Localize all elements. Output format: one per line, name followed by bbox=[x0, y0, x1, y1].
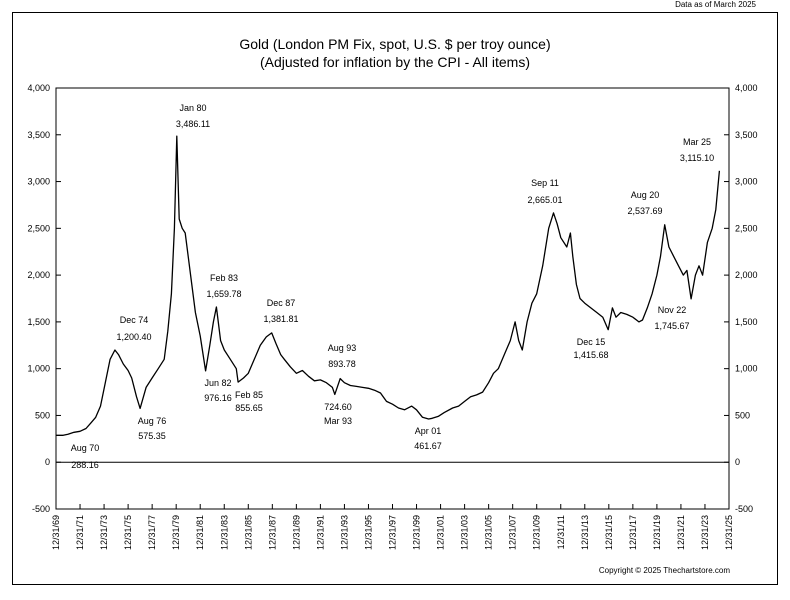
y-tick-label-right: 3,000 bbox=[735, 177, 758, 187]
x-tick-label: 12/31/73 bbox=[99, 515, 109, 550]
y-tick-label-right: 2,500 bbox=[735, 223, 758, 233]
x-tick-label: 12/31/79 bbox=[171, 515, 181, 550]
x-tick-label: 12/31/85 bbox=[243, 515, 253, 550]
annotation-date: Jan 80 bbox=[179, 103, 206, 113]
annotation-value: 976.16 bbox=[204, 393, 232, 403]
annotation-date: Feb 85 bbox=[235, 390, 263, 400]
x-tick-label: 12/31/91 bbox=[315, 515, 325, 550]
x-tick-label: 12/31/17 bbox=[628, 515, 638, 550]
annotation-date: Dec 74 bbox=[120, 315, 149, 325]
annotation-value: 1,659.78 bbox=[206, 289, 241, 299]
y-tick-label-left: 0 bbox=[45, 457, 50, 467]
annotation-date: Aug 76 bbox=[138, 416, 167, 426]
x-tick-label: 12/31/07 bbox=[508, 515, 518, 550]
x-tick-label: 12/31/09 bbox=[532, 515, 542, 550]
annotation-value: 288.16 bbox=[71, 460, 99, 470]
annotation-value: 1,381.81 bbox=[263, 314, 298, 324]
y-tick-label-left: 2,500 bbox=[27, 223, 50, 233]
annotation-date: Dec 15 bbox=[577, 337, 606, 347]
chart-axes: -500 -500 0 0 500 500 1,000 1,000 1,500 1,500 2,00… bbox=[27, 83, 757, 550]
x-tick-label: 12/31/25 bbox=[724, 515, 734, 550]
x-tick-label: 12/31/05 bbox=[484, 515, 494, 550]
y-tick-label-left: 3,500 bbox=[27, 130, 50, 140]
x-tick-label: 12/31/75 bbox=[123, 515, 133, 550]
annotation-value: 2,537.69 bbox=[627, 206, 662, 216]
annotation-value: 3,115.10 bbox=[680, 153, 714, 163]
annotation-value: 1,200.40 bbox=[116, 332, 151, 342]
x-tick-label: 12/31/03 bbox=[460, 515, 470, 550]
x-tick-label: 12/31/11 bbox=[556, 515, 566, 549]
x-tick-label: 12/31/99 bbox=[412, 515, 422, 550]
annotation-date: Feb 83 bbox=[210, 273, 238, 283]
x-tick-label: 12/31/23 bbox=[700, 515, 710, 550]
x-tick-label: 12/31/97 bbox=[388, 515, 398, 550]
y-tick-label-left: 2,000 bbox=[27, 270, 50, 280]
annotation-value: 2,665.01 bbox=[527, 195, 562, 205]
y-tick-label-right: 1,500 bbox=[735, 317, 758, 327]
annotation-value: 893.78 bbox=[328, 359, 356, 369]
y-tick-label-right: 4,000 bbox=[735, 83, 758, 93]
y-tick-label-left: 500 bbox=[35, 410, 50, 420]
plot-area bbox=[55, 87, 730, 510]
annotation-value: 3,486.11 bbox=[176, 119, 210, 129]
annotation-date: Aug 70 bbox=[71, 443, 100, 453]
x-tick-label: 12/31/95 bbox=[363, 515, 373, 550]
price-line bbox=[56, 135, 721, 436]
chart-frame bbox=[12, 12, 778, 585]
x-tick-label: 12/31/93 bbox=[339, 515, 349, 550]
annotation-value: 1,745.67 bbox=[654, 321, 689, 331]
y-tick-label-left: 1,000 bbox=[27, 364, 50, 374]
annotation-date: Mar 93 bbox=[324, 416, 352, 426]
annotation-date: Nov 22 bbox=[658, 305, 687, 315]
copyright-note: Copyright © 2025 Thechartstore.com bbox=[598, 566, 730, 575]
annotation-date: Sep 11 bbox=[531, 178, 559, 188]
annotation-date: Apr 01 bbox=[415, 426, 442, 436]
chart-title: Gold (London PM Fix, spot, U.S. $ per tr… bbox=[239, 36, 551, 52]
data-as-of-note: Data as of March 2025 bbox=[675, 0, 756, 9]
y-tick-label-left: -500 bbox=[32, 504, 50, 514]
y-tick-label-right: 1,000 bbox=[735, 364, 758, 374]
x-tick-label: 12/31/69 bbox=[51, 515, 61, 550]
annotation-date: Aug 20 bbox=[631, 190, 660, 200]
annotation-value: 855.65 bbox=[235, 403, 263, 413]
annotation-date: Mar 25 bbox=[683, 137, 711, 147]
y-tick-label-left: 1,500 bbox=[27, 317, 50, 327]
x-tick-label: 12/31/21 bbox=[676, 515, 686, 550]
y-tick-label-left: 3,000 bbox=[27, 177, 50, 187]
x-tick-label: 12/31/83 bbox=[219, 515, 229, 550]
chart-subtitle: (Adjusted for inflation by the CPI - All… bbox=[260, 54, 530, 70]
annotation-date: Dec 87 bbox=[267, 298, 296, 308]
annotation-value: 724.60 bbox=[324, 402, 352, 412]
x-tick-label: 12/31/01 bbox=[436, 515, 446, 550]
y-tick-label-right: 0 bbox=[735, 457, 740, 467]
chart-series bbox=[56, 135, 721, 436]
y-tick-label-right: 3,500 bbox=[735, 130, 758, 140]
y-tick-label-right: -500 bbox=[735, 504, 753, 514]
x-tick-label: 12/31/89 bbox=[291, 515, 301, 550]
x-tick-label: 12/31/77 bbox=[147, 515, 157, 550]
annotation-date: Aug 93 bbox=[328, 343, 357, 353]
annotation-date: Jun 82 bbox=[204, 378, 231, 388]
annotation-value: 575.35 bbox=[138, 431, 166, 441]
y-tick-label-right: 2,000 bbox=[735, 270, 758, 280]
annotation-value: 1,415.68 bbox=[573, 350, 608, 360]
annotation-value: 461.67 bbox=[414, 441, 442, 451]
x-tick-label: 12/31/13 bbox=[580, 515, 590, 550]
x-tick-label: 12/31/19 bbox=[652, 515, 662, 550]
x-tick-label: 12/31/15 bbox=[604, 515, 614, 550]
y-tick-label-right: 500 bbox=[735, 410, 750, 420]
x-tick-label: 12/31/71 bbox=[75, 515, 85, 550]
y-tick-label-left: 4,000 bbox=[27, 83, 50, 93]
chart-annotations: Aug 70 288.16 Dec 74 1,200.40 Aug 76 575.35 Ja… bbox=[71, 103, 714, 470]
x-tick-label: 12/31/81 bbox=[195, 515, 205, 550]
x-tick-label: 12/31/87 bbox=[267, 515, 277, 550]
